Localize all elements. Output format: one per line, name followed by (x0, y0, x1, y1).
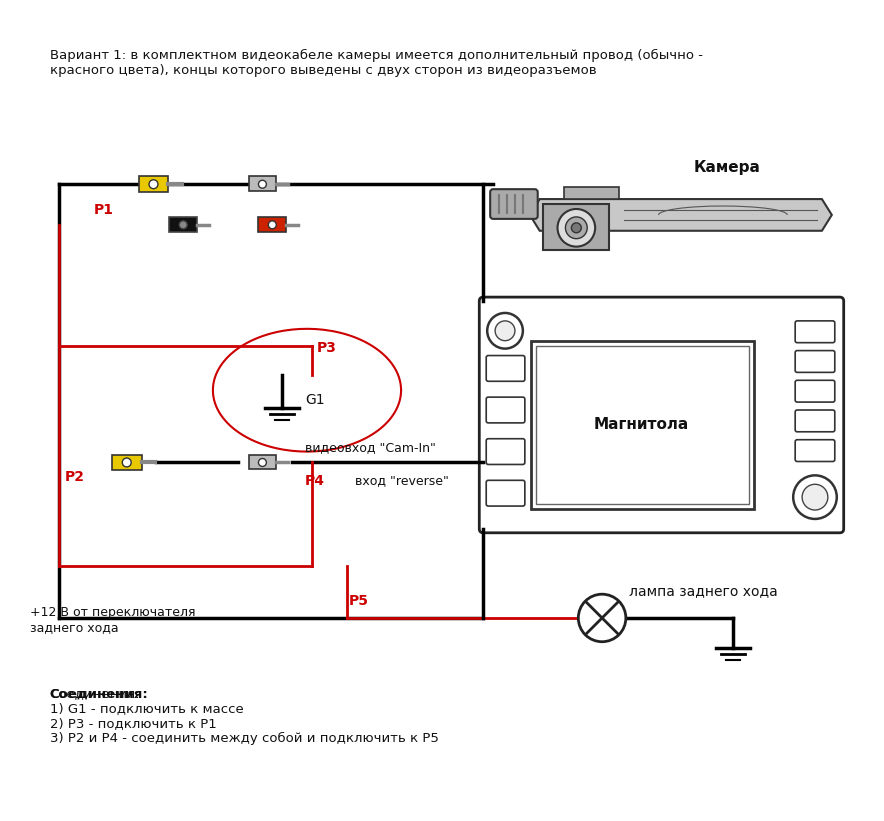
Circle shape (269, 221, 277, 229)
Bar (258, 217, 286, 232)
Polygon shape (565, 187, 619, 199)
FancyBboxPatch shape (486, 397, 525, 423)
FancyBboxPatch shape (796, 410, 834, 432)
Polygon shape (530, 199, 832, 231)
FancyBboxPatch shape (796, 440, 834, 461)
Text: Магнитола: Магнитола (594, 417, 690, 433)
FancyBboxPatch shape (486, 438, 525, 465)
Text: Вариант 1: в комплектном видеокабеле камеры имеется дополнительный провод (обычн: Вариант 1: в комплектном видеокабеле кам… (50, 48, 703, 76)
Bar (248, 177, 277, 191)
Text: +12 В от переключателя
заднего хода: +12 В от переключателя заднего хода (30, 606, 195, 634)
Circle shape (487, 313, 522, 349)
Text: P2: P2 (65, 470, 84, 484)
Text: вход "reverse": вход "reverse" (354, 475, 448, 488)
Circle shape (122, 458, 131, 467)
Circle shape (495, 321, 515, 341)
Circle shape (258, 458, 266, 466)
Bar (112, 455, 141, 470)
Text: Соединения:: Соединения: (50, 687, 149, 700)
Circle shape (578, 594, 626, 642)
Text: лампа заднего хода: лампа заднего хода (629, 585, 778, 599)
Bar (139, 177, 168, 192)
Text: P4: P4 (305, 475, 325, 488)
Circle shape (571, 222, 582, 232)
FancyBboxPatch shape (796, 380, 834, 402)
Circle shape (793, 475, 837, 519)
FancyBboxPatch shape (486, 355, 525, 381)
Bar (248, 455, 277, 470)
Bar (170, 217, 197, 232)
Text: P5: P5 (348, 594, 369, 608)
Text: Камера: Камера (693, 160, 760, 176)
Bar (536, 346, 749, 504)
Circle shape (179, 221, 187, 229)
FancyBboxPatch shape (491, 189, 537, 219)
Circle shape (802, 484, 827, 510)
Text: P1: P1 (94, 203, 114, 217)
Bar (530, 341, 753, 509)
Text: G1: G1 (305, 393, 324, 407)
Text: видеовход "Cam-In": видеовход "Cam-In" (305, 442, 436, 455)
Polygon shape (543, 204, 609, 250)
FancyBboxPatch shape (479, 297, 843, 533)
FancyBboxPatch shape (796, 351, 834, 373)
Circle shape (566, 217, 587, 239)
Circle shape (258, 181, 266, 188)
FancyBboxPatch shape (796, 321, 834, 342)
FancyBboxPatch shape (486, 480, 525, 506)
Text: Соединения:
1) G1 - подключить к массе
2) Р3 - подключить к Р1
3) Р2 и Р4 - соед: Соединения: 1) G1 - подключить к массе 2… (50, 687, 438, 745)
Circle shape (149, 180, 158, 189)
Text: P3: P3 (316, 341, 337, 355)
Circle shape (558, 209, 595, 246)
